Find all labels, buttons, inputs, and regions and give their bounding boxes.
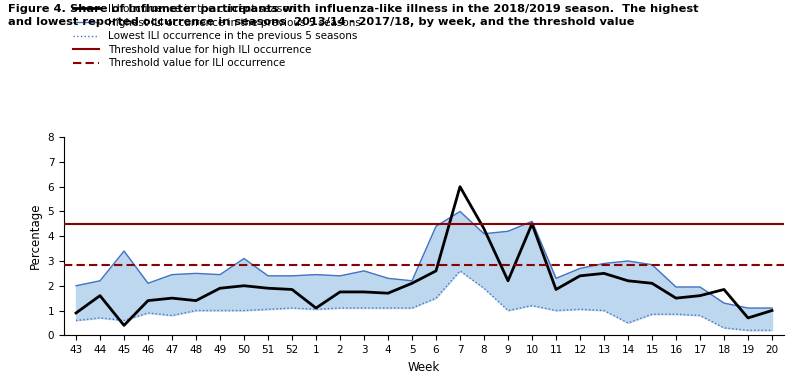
X-axis label: Week: Week: [408, 360, 440, 373]
Y-axis label: Percentage: Percentage: [29, 203, 42, 269]
Legend: ILI occurrence in the current season, Highest ILI occurrence in the previous 5 s: ILI occurrence in the current season, Hi…: [70, 0, 365, 73]
Text: Figure 4. Share of Influmeter participants with influenza-like illness in the 20: Figure 4. Share of Influmeter participan…: [8, 4, 698, 27]
